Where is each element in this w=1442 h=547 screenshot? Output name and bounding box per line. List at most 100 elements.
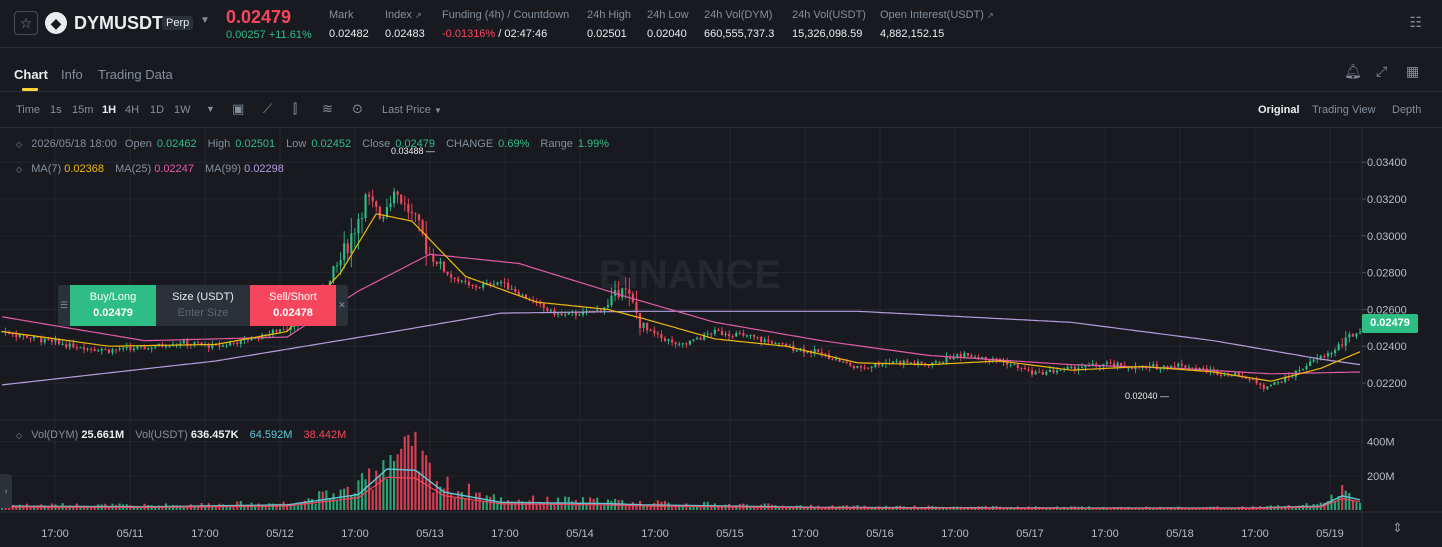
candle-body xyxy=(61,344,64,346)
more-icon[interactable]: ☷ xyxy=(1409,14,1422,30)
volume-bar xyxy=(1234,508,1237,510)
volume-bar xyxy=(182,506,185,510)
candle-body xyxy=(43,338,46,343)
line-chart-icon[interactable]: ⟋ xyxy=(263,101,273,116)
arrow-up-right-icon: ↗ xyxy=(986,11,994,20)
tab-chart[interactable]: Chart xyxy=(14,67,48,82)
chevron-right-icon[interactable]: › xyxy=(0,474,12,508)
buy-long-button[interactable]: Buy/Long 0.02479 xyxy=(70,285,156,326)
candle-body xyxy=(143,345,146,350)
interval-1d[interactable]: 1D xyxy=(150,104,165,116)
candle-body xyxy=(1155,364,1158,370)
sell-short-button[interactable]: Sell/Short 0.02478 xyxy=(250,285,336,326)
candle-body xyxy=(1262,384,1265,390)
interval-dropdown-icon[interactable]: ▼ xyxy=(206,104,215,114)
volume-bar xyxy=(585,503,588,510)
candle-body xyxy=(353,233,356,235)
price-axis: 0.03400 0.03200 0.03000 0.02800 0.02600 0.024… xyxy=(1362,157,1407,390)
interval-4h[interactable]: 4H xyxy=(125,104,140,116)
volume-bar xyxy=(578,503,581,510)
candle-body xyxy=(393,191,396,204)
volume-bar xyxy=(535,504,538,510)
candle-body xyxy=(849,362,852,366)
volume-bar xyxy=(400,448,403,510)
candle-body xyxy=(236,342,239,345)
stat-open-interest[interactable]: Open Interest(USDT) ↗ 4,882,152.15 xyxy=(880,9,994,40)
volume-bar xyxy=(507,500,510,510)
volume-bar xyxy=(229,507,232,510)
funding-rate: -0.01316% xyxy=(442,28,496,40)
chart-area[interactable]: BINANCE 0.03400 0.03200 0.03000 0.02800 0.02… xyxy=(0,128,1442,547)
candle-body xyxy=(125,347,128,349)
settings-icon[interactable]: ⊙ xyxy=(352,101,363,116)
volume-bar xyxy=(29,506,32,510)
time-tick-label: 05/15 xyxy=(716,528,744,540)
view-original[interactable]: Original xyxy=(1258,104,1300,116)
tab-info[interactable]: Info xyxy=(61,67,83,82)
candle-body xyxy=(813,349,816,354)
candle-body xyxy=(489,283,492,285)
candle-body xyxy=(425,233,428,255)
price-type-select[interactable]: Last Price ▼ xyxy=(382,104,442,116)
candle-body xyxy=(179,343,182,345)
price-tick-label: 0.03000 xyxy=(1367,231,1407,243)
volume-bar xyxy=(802,507,806,510)
layout-icon[interactable]: ▦ xyxy=(1406,63,1420,79)
star-icon[interactable]: ☆ xyxy=(14,11,38,35)
low-marker: 0.02040 — xyxy=(1125,391,1170,401)
indicators-icon[interactable]: ≋ xyxy=(322,101,333,116)
candle-body xyxy=(339,259,342,266)
candle-body xyxy=(745,335,749,337)
expand-icon[interactable]: ⤢ xyxy=(1376,63,1388,79)
size-input[interactable]: Size (USDT) Enter Size xyxy=(156,285,250,326)
candle-body xyxy=(97,350,100,352)
chevron-down-icon[interactable]: ▼ xyxy=(200,15,210,26)
candle-body xyxy=(36,336,39,338)
stat-label: Funding (4h) / Countdown xyxy=(442,9,570,21)
collapse-icon[interactable]: ◇ xyxy=(16,431,23,440)
candle-body xyxy=(1034,371,1037,375)
view-trading-view[interactable]: Trading View xyxy=(1312,104,1376,116)
interval-1h[interactable]: 1H xyxy=(102,104,117,116)
volume-bar xyxy=(681,505,684,510)
time-tick-label: 05/12 xyxy=(266,528,294,540)
drag-handle-icon[interactable]: ☰ xyxy=(58,285,70,326)
bell-icon[interactable]: 🔔︎ xyxy=(1344,63,1362,79)
interval-15m[interactable]: 15m xyxy=(72,104,94,116)
candle-body xyxy=(68,343,71,348)
volume-bar xyxy=(93,505,96,510)
volume-bar xyxy=(924,507,927,510)
view-depth[interactable]: Depth xyxy=(1392,104,1422,116)
tab-trading-data[interactable]: Trading Data xyxy=(98,67,173,82)
price-tick-label: 0.02400 xyxy=(1367,341,1407,353)
close-icon[interactable]: ✕ xyxy=(336,285,348,326)
volume-bar xyxy=(524,502,528,510)
candle-body xyxy=(453,277,456,279)
candlestick-chart[interactable]: BINANCE 0.03400 0.03200 0.03000 0.02800 0.02… xyxy=(0,128,1442,547)
candle-body xyxy=(343,243,346,260)
symbol-name[interactable]: DYMUSDT xyxy=(74,13,163,33)
candle-body xyxy=(856,366,859,369)
candle-body xyxy=(656,333,659,335)
interval-1w[interactable]: 1W xyxy=(174,104,191,116)
collapse-icon[interactable]: ◇ xyxy=(16,140,23,149)
volume-bar xyxy=(699,506,702,510)
stat-index[interactable]: Index ↗ 0.02483 xyxy=(385,9,425,40)
calendar-icon[interactable]: ▣ xyxy=(232,101,245,116)
volume-bar xyxy=(1045,508,1048,510)
candle-body xyxy=(114,349,118,351)
candle-body xyxy=(1041,371,1044,375)
volume-bar xyxy=(453,497,456,510)
volume-bar xyxy=(688,505,691,510)
candle-body xyxy=(777,342,781,344)
volume-bar xyxy=(1105,508,1109,510)
interval-1s[interactable]: 1s xyxy=(50,104,62,116)
candlestick-icon[interactable]: ⫿ xyxy=(293,101,298,116)
reset-axis-icon[interactable]: ⇕ xyxy=(1392,520,1403,535)
volume-legend: ◇ Vol(DYM) 25.661M Vol(USDT) 636.457K 64… xyxy=(16,429,346,441)
collapse-icon[interactable]: ◇ xyxy=(16,165,23,174)
candle-body xyxy=(1358,332,1362,334)
volume-bar xyxy=(211,506,214,510)
volume-bar xyxy=(874,507,877,510)
volume-bar xyxy=(232,506,235,510)
